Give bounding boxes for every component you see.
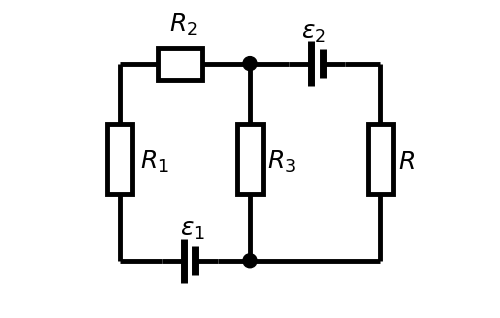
Bar (238, 124, 262, 194)
Circle shape (243, 57, 257, 71)
Text: $R$: $R$ (398, 151, 415, 174)
Bar (368, 124, 393, 194)
Circle shape (243, 254, 257, 268)
Text: $\varepsilon_2$: $\varepsilon_2$ (301, 22, 326, 45)
Text: $\varepsilon_1$: $\varepsilon_1$ (180, 219, 206, 242)
Bar (158, 48, 202, 80)
Text: $R_3$: $R_3$ (268, 149, 296, 175)
Text: $R_1$: $R_1$ (140, 149, 169, 175)
Bar (107, 124, 132, 194)
Text: $R_2$: $R_2$ (169, 12, 198, 38)
